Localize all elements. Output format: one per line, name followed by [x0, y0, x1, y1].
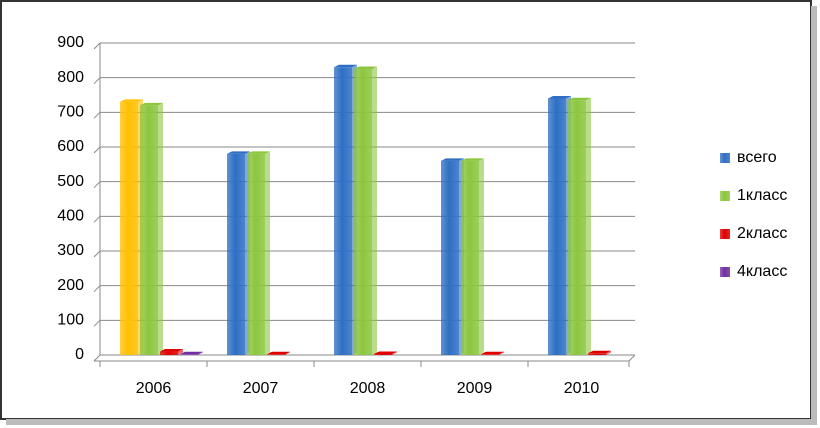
tick-mark: [93, 42, 101, 50]
frame-shadow: [811, 6, 817, 424]
bar: [354, 69, 372, 355]
tick-mark: [93, 181, 101, 189]
bar: [160, 351, 178, 355]
bar: [461, 160, 479, 355]
bar-top: [227, 151, 250, 154]
bar-top: [140, 102, 163, 106]
bar-top: [441, 158, 464, 161]
tick-mark: [93, 319, 101, 327]
x-tick-label: 2008: [350, 380, 386, 397]
bar: [267, 354, 285, 355]
y-tick-label: 200: [57, 277, 84, 294]
y-tick-label: 0: [75, 346, 84, 363]
axis-line: [628, 354, 636, 362]
bar-side: [158, 102, 163, 356]
bar: [247, 153, 265, 355]
bar-top: [568, 97, 591, 101]
legend-label: всего: [737, 149, 777, 166]
x-tick-label: 2007: [243, 380, 279, 397]
tick-mark: [93, 111, 101, 119]
bar: [227, 153, 245, 355]
bar-top: [354, 66, 377, 69]
y-tick-label: 600: [57, 138, 84, 155]
bar-side: [392, 351, 397, 355]
y-tick-label: 900: [57, 34, 84, 51]
y-tick-label: 700: [57, 104, 84, 121]
bar: [334, 67, 352, 356]
legend-swatch: [720, 153, 730, 163]
bar-side: [479, 158, 484, 355]
bar-top: [180, 351, 203, 355]
bar-top: [588, 350, 611, 354]
bar-top: [481, 351, 504, 355]
bar-top: [247, 151, 270, 154]
tick-mark: [93, 146, 101, 154]
y-tick-label: 100: [57, 312, 84, 329]
bar-side: [178, 349, 183, 355]
bar-top: [461, 158, 484, 161]
bar-side: [372, 66, 377, 355]
x-tick-label: 2010: [564, 380, 600, 397]
bar-top: [120, 99, 143, 102]
bar-side: [198, 351, 203, 355]
bar-top: [548, 95, 571, 99]
legend-swatch: [720, 267, 730, 277]
bar-side: [265, 151, 270, 355]
bar-top: [374, 351, 397, 354]
tick-mark: [93, 215, 101, 223]
tick-mark: [93, 285, 101, 293]
bar-top: [267, 351, 290, 355]
y-tick-label: 400: [57, 208, 84, 225]
bar-side: [606, 350, 611, 355]
x-tick-label: 2006: [136, 380, 172, 397]
bar-side: [285, 351, 290, 355]
x-tick-label: 2009: [457, 380, 493, 397]
bar-top: [334, 64, 357, 68]
y-tick-label: 500: [57, 173, 84, 190]
legend-swatch: [720, 229, 730, 239]
bar: [588, 353, 606, 355]
bar: [180, 354, 198, 355]
bar-side: [499, 351, 504, 355]
y-tick-label: 800: [57, 69, 84, 86]
frame-shadow: [6, 419, 817, 425]
tick-mark: [93, 250, 101, 258]
bar-top: [160, 349, 183, 352]
bar: [120, 101, 138, 355]
legend-label: 1класс: [737, 187, 787, 204]
tick-mark: [93, 77, 101, 85]
bar: [441, 160, 459, 355]
bar: [548, 98, 566, 355]
y-tick-label: 300: [57, 242, 84, 259]
bar: [481, 354, 499, 355]
bar: [140, 105, 158, 356]
tick-mark: [93, 354, 101, 362]
bar: [568, 100, 586, 355]
bar: [374, 353, 392, 355]
legend-swatch: [720, 191, 730, 201]
legend-label: 4класс: [737, 263, 787, 280]
bar-side: [586, 97, 591, 355]
legend-label: 2класс: [737, 225, 787, 242]
